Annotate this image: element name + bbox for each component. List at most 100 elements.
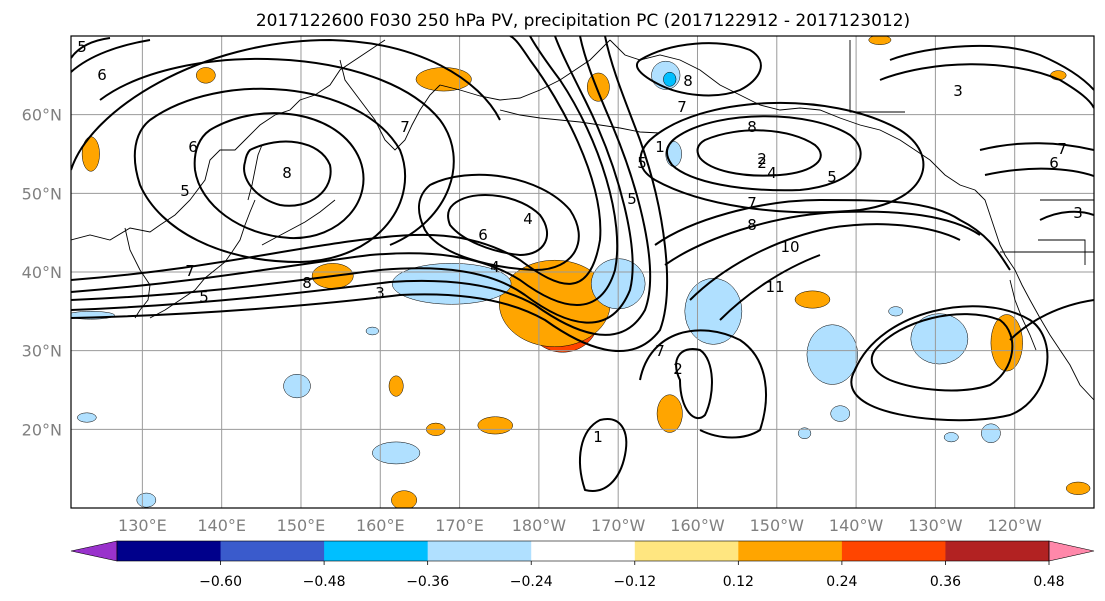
longitude-label: 170°W [591,516,646,535]
pv-contour [71,36,619,306]
contour-label: 1 [593,428,603,446]
pv-contour [870,313,1014,392]
country-borders [849,40,1094,265]
colorbar-tick-labels: −0.60 −0.48 −0.36 −0.24 −0.12 0.12 0.24 0.36 0.4… [199,561,1065,590]
precip-anomaly-blob [797,427,812,440]
precip-anomaly-blob [365,326,379,336]
pv-contour-lines [71,36,1094,492]
precip-anomaly-blob [888,306,904,317]
contour-label: 5 [627,190,637,208]
latitude-label: 60°N [22,106,62,125]
colorbar [70,540,1095,562]
contour-label: 5 [637,154,647,172]
latitude-labels: 20°N 30°N 40°N 50°N 60°N [22,106,62,440]
pv-contour [654,199,1011,271]
colorbar-tick-label: 0.12 [723,574,754,590]
graticule [71,36,1094,508]
pv-contour [418,173,580,271]
contour-label: 7 [1057,140,1067,158]
pv-contour [193,112,365,240]
pv-contour [71,39,151,73]
colorbar-segment [531,541,636,561]
precip-anomaly-blob [806,324,858,385]
pv-contour [879,63,1094,109]
pv-contour-labels: 5 6 6 5 8 7 5 4 6 8 3 4 7 5 7 8 8 5 2 4 … [77,38,1083,446]
pv-contour [243,140,332,207]
coastline-kamchatka [339,59,441,151]
coastline-kuril-islands [261,199,336,246]
longitude-label: 150°E [277,516,326,535]
colorbar-tick-label: −0.60 [199,574,242,590]
coastline-japan [149,199,256,319]
pv-contour [71,36,652,336]
colorbar-tick-label: −0.48 [303,574,346,590]
precip-anomaly-blob [830,405,850,422]
precip-anomaly-blob [656,394,683,433]
contour-label: 7 [655,342,665,360]
map-title: 2017122600 F030 250 hPa PV, precipitatio… [256,11,910,31]
precip-anomaly-blob [283,374,311,399]
contour-label: 5 [827,168,837,186]
coastline-north-america-west [974,189,1094,401]
contour-label: 5 [180,182,190,200]
longitude-label: 160°E [356,516,405,535]
longitude-label: 140°W [829,516,884,535]
colorbar-extend-high [1048,540,1095,562]
pv-contour [1039,210,1094,221]
colorbar-extend-low [70,540,118,562]
colorbar-segment [220,541,325,561]
contour-label: 3 [1073,204,1083,222]
colorbar-segment [427,541,532,561]
pv-contour [635,42,762,97]
pv-contour [639,329,767,439]
contour-label: 2 [757,150,767,168]
pv-contour [639,101,925,214]
precip-anomaly-blob [794,290,831,309]
contour-label: 8 [747,118,757,136]
coastline-east-asia [71,39,386,241]
pv-contour [447,194,549,256]
precip-anomaly-blob [372,441,421,465]
map-frame [70,35,1095,509]
contour-label: 4 [767,164,777,182]
pv-contour [71,36,669,353]
latitude-label: 30°N [22,342,62,361]
coastline-aleutians [499,109,661,134]
contour-label: 11 [765,278,784,296]
pv-contour [675,348,713,420]
colorbar-segment [117,541,222,561]
longitude-label: 130°E [118,516,167,535]
coastline-bering-sea [439,39,611,101]
longitude-label: 170°E [435,516,484,535]
contour-label: 7 [400,118,410,136]
pv-contour [133,87,406,263]
precipitation-anomaly-layer [71,36,1091,508]
pv-contour [71,36,634,324]
pv-contour [850,305,1049,422]
contour-label: 4 [523,210,533,228]
colorbar-segment [634,541,739,561]
precip-anomaly-blob [477,416,513,435]
pv-contour [665,115,862,192]
pv-contour [979,142,1094,151]
precip-anomaly-blob [196,67,216,84]
contour-label: 7 [677,98,687,116]
latitude-label: 50°N [22,184,62,203]
colorbar-segment [945,541,1050,561]
precip-anomaly-blob [981,423,1001,443]
pv-contour [71,39,501,171]
pv-contour [696,129,822,177]
precip-anomaly-blob [77,412,97,423]
latitude-label: 40°N [22,263,62,282]
longitude-label: 150°W [750,516,805,535]
contour-label: 8 [683,72,693,90]
precip-anomaly-blob [684,278,743,345]
contour-label: 2 [757,154,767,172]
colorbar-outline [116,540,1050,562]
precip-anomaly-blob [1065,481,1091,495]
pv-contour [719,254,821,321]
contour-label: 4 [490,258,500,276]
contour-label: 7 [185,262,195,280]
contour-label: 8 [747,216,757,234]
pv-contour [71,37,111,59]
